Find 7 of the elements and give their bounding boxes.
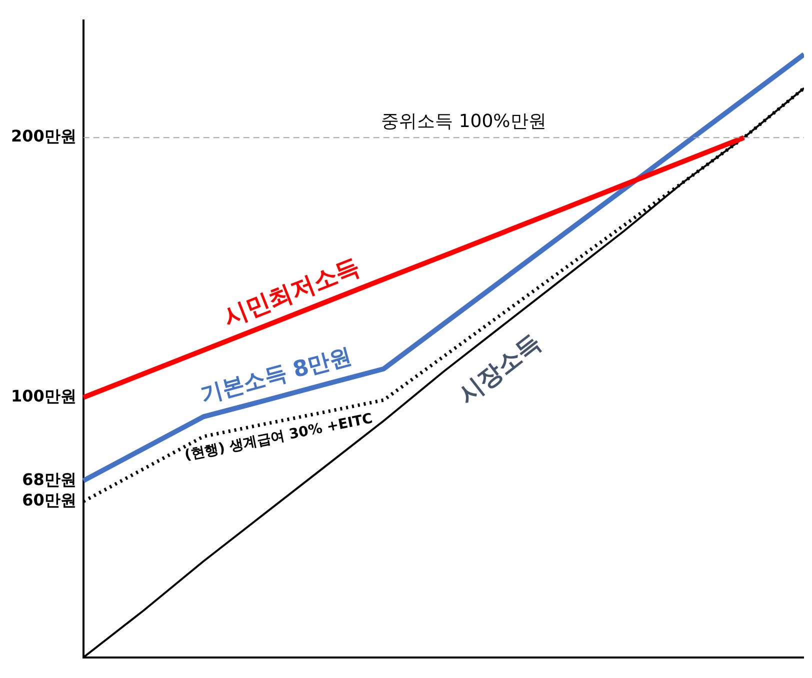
text: 기본소득 8만원	[198, 344, 354, 408]
y-tick-label: 68만원	[22, 470, 76, 489]
ref-line-label: 중위소득 100%만원	[381, 111, 546, 132]
y-tick-label: 200만원	[10, 126, 76, 146]
text: (현행) 생계급여 30% +EITC	[183, 410, 374, 464]
y-tick-label: 100만원	[10, 386, 76, 406]
y-tick-label: 60만원	[22, 490, 76, 510]
